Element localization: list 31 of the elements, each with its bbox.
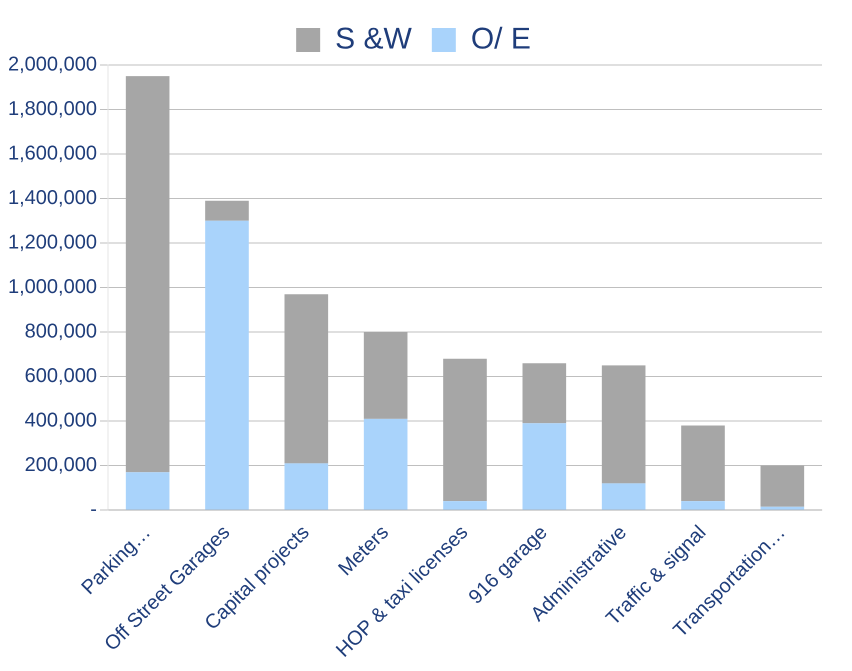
bar [205, 200, 249, 221]
bar [364, 332, 408, 419]
y-tick-label: 800,000 [24, 320, 97, 343]
bar [364, 418, 408, 510]
y-tick-label: 1,800,000 [8, 98, 97, 120]
y-tick-label: 200,000 [24, 454, 97, 476]
y-tick-label: - [90, 498, 97, 521]
legend-label: O/ E [470, 22, 531, 56]
bar [522, 363, 566, 424]
bar [443, 358, 487, 502]
bar [443, 501, 487, 510]
bar [602, 483, 646, 510]
bar [760, 466, 804, 507]
y-tick-label: 600,000 [24, 365, 97, 388]
bar [126, 76, 170, 472]
bar [681, 426, 725, 502]
bar [205, 220, 249, 510]
y-tick-label: 1,400,000 [8, 187, 97, 210]
bar [284, 294, 328, 464]
bar [681, 501, 725, 510]
bar [126, 472, 170, 510]
bar [602, 365, 646, 484]
y-tick-label: 1,000,000 [8, 276, 97, 298]
bar [284, 463, 328, 510]
y-tick-label: 2,000,000 [8, 54, 97, 76]
y-tick-label: 1,200,000 [8, 232, 97, 254]
y-tick-label: 400,000 [24, 410, 97, 432]
bar [760, 506, 804, 510]
bar [522, 423, 566, 510]
y-tick-label: 1,600,000 [8, 142, 97, 165]
legend-label: S &W [335, 22, 413, 56]
